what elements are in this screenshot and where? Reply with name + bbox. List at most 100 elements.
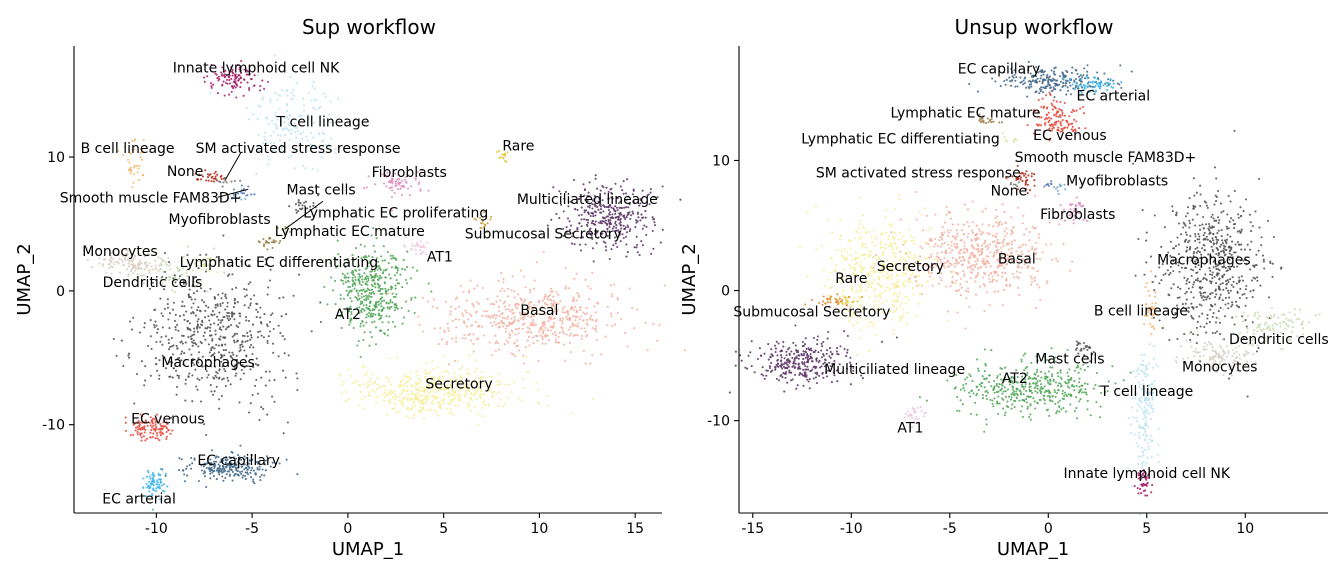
data-point [904,252,907,255]
data-point [166,298,169,301]
data-point [390,209,393,212]
data-point [578,318,582,321]
data-point [496,295,499,298]
data-point [579,305,582,309]
data-point [433,397,437,400]
data-point [235,96,238,99]
data-point [554,338,558,341]
data-point [1064,82,1067,85]
data-point [372,173,375,177]
data-point [498,309,501,313]
data-point [570,305,573,308]
data-point [130,328,134,331]
data-point [395,180,398,183]
data-point [267,123,270,126]
data-point [498,149,501,152]
data-point [565,226,568,229]
data-point [166,485,169,488]
data-point [586,200,589,203]
data-point [285,231,288,234]
data-point [152,487,155,490]
data-point [976,272,980,275]
data-point [271,461,274,464]
data-point [355,257,358,260]
data-point [158,377,161,380]
data-point [1056,189,1059,192]
data-point [214,260,217,263]
data-point [299,132,302,135]
data-point [949,251,952,254]
data-point [639,199,642,202]
data-point [288,205,291,208]
data-point [223,73,226,76]
data-point [500,313,503,316]
data-point [1057,193,1060,196]
data-point [232,188,236,191]
data-point [377,260,380,263]
data-point [991,240,994,244]
data-point [406,250,409,253]
data-point [417,315,420,318]
data-point [212,177,215,180]
data-point [249,368,252,371]
data-point [502,277,505,280]
data-point [167,318,170,321]
data-point [245,294,248,297]
data-point [620,318,623,321]
data-point [235,457,238,460]
data-point [201,365,204,368]
data-point [652,323,655,326]
data-point [160,424,163,427]
data-point [142,427,145,430]
chart-title: Sup workflow [302,15,436,39]
data-point [436,307,439,310]
data-point [976,243,979,246]
data-point [402,404,405,407]
data-point [492,390,495,393]
data-point [136,273,139,276]
data-point [269,313,273,317]
data-point [149,477,152,480]
data-point [526,339,529,342]
data-point [546,395,549,398]
data-point [231,479,234,482]
data-point [408,194,411,197]
data-point [220,177,223,180]
data-point [968,225,971,228]
data-point [246,464,249,467]
data-point [375,301,378,304]
data-point [402,398,405,401]
data-point [294,131,297,134]
data-point [418,398,421,402]
data-point [558,331,561,334]
data-point [209,287,212,290]
data-point [587,191,590,194]
data-point [355,297,358,300]
data-point [991,275,994,278]
data-point [568,228,572,231]
data-point [1075,120,1078,123]
data-point [273,400,276,403]
data-point [111,257,115,260]
data-point [1018,293,1021,296]
data-point [138,252,141,255]
data-point [243,334,246,338]
data-point [569,200,572,203]
data-point [569,308,572,311]
data-point [608,230,611,234]
data-point [502,281,505,284]
data-point [890,225,893,228]
data-point [219,326,222,329]
data-point [210,313,213,316]
data-point [574,319,577,322]
data-point [366,275,369,278]
data-point [454,397,457,400]
data-point [143,384,146,387]
data-point [336,239,339,242]
data-point [594,220,597,223]
data-point [369,309,372,312]
data-point [187,295,190,298]
data-point [214,175,217,178]
data-point [209,326,212,329]
data-point [281,228,285,232]
